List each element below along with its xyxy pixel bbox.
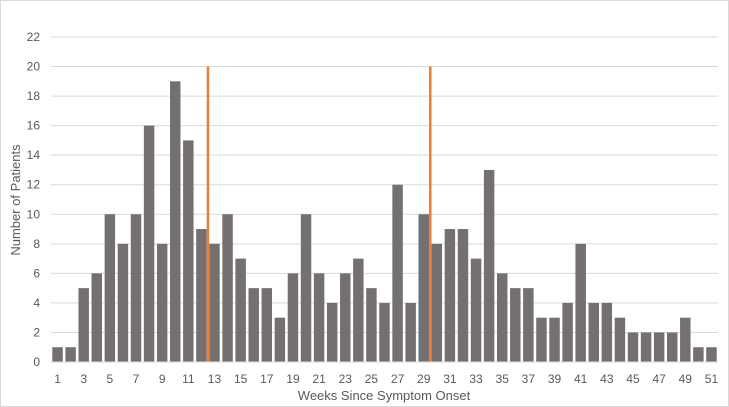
x-tick-label: 31	[443, 372, 457, 386]
bar-week-36	[510, 288, 521, 362]
y-axis-title: Number of Patients	[8, 144, 23, 256]
bar-week-3	[78, 288, 89, 362]
bar-week-50	[693, 347, 704, 362]
bar-week-22	[326, 302, 338, 362]
bar-week-51	[706, 347, 717, 362]
bar-week-40	[562, 302, 573, 362]
bar-week-27	[392, 184, 403, 362]
bar-week-5	[104, 214, 116, 362]
bar-week-29	[418, 214, 429, 362]
bar-week-47	[653, 332, 665, 362]
bar-week-46	[640, 332, 652, 362]
x-tick-label: 15	[234, 372, 248, 386]
vertical-markers	[206, 66, 432, 362]
bar-week-35	[496, 273, 508, 362]
x-tick-label: 9	[159, 372, 166, 386]
bar-week-20	[300, 214, 312, 362]
y-tick-label: 8	[33, 237, 40, 251]
y-tick-label: 4	[33, 296, 40, 310]
x-tick-label: 45	[626, 372, 640, 386]
bar-week-7	[130, 214, 142, 362]
x-tick-label: 39	[548, 372, 562, 386]
y-tick-label: 12	[27, 178, 41, 192]
bar-week-4	[91, 273, 103, 362]
x-tick-label: 35	[496, 372, 510, 386]
bar-week-23	[340, 273, 351, 362]
bar-week-31	[444, 229, 456, 362]
x-tick-label: 51	[705, 372, 719, 386]
bar-week-44	[614, 317, 626, 362]
x-tick-label: 13	[208, 372, 222, 386]
bar-week-32	[457, 229, 469, 362]
x-tick-label: 3	[80, 372, 87, 386]
bar-week-33	[470, 258, 482, 362]
bar-week-21	[313, 273, 325, 362]
x-tick-label: 29	[417, 372, 431, 386]
x-tick-label: 19	[286, 372, 300, 386]
x-tick-labels: 1 3 5 7 9 11 13 15 17 19 21 23 25 27 29 31 33 35 37 39 41 43 4…	[54, 372, 718, 386]
x-tick-label: 37	[522, 372, 536, 386]
bar-week-17	[261, 288, 273, 362]
x-tick-label: 21	[312, 372, 326, 386]
x-axis-title: Weeks Since Symptom Onset	[298, 388, 471, 403]
bar-week-42	[588, 302, 599, 362]
x-tick-label: 17	[260, 372, 274, 386]
bar-week-41	[575, 243, 586, 362]
bar-week-45	[627, 332, 639, 362]
bar-week-1	[52, 347, 63, 362]
bar-week-6	[117, 243, 129, 362]
bar-week-24	[353, 258, 364, 362]
y-tick-label: 10	[27, 207, 41, 221]
bar-week-30	[431, 243, 443, 362]
bar-week-11	[183, 140, 194, 362]
y-tick-label: 0	[33, 355, 40, 369]
bar-week-13	[209, 243, 220, 362]
x-tick-label: 23	[339, 372, 353, 386]
x-tick-label: 49	[679, 372, 693, 386]
x-tick-label: 27	[391, 372, 405, 386]
bar-week-25	[366, 288, 377, 362]
bar-week-26	[379, 302, 390, 362]
y-tick-label: 14	[27, 148, 41, 162]
y-tick-label: 18	[27, 89, 41, 103]
y-tick-label: 20	[27, 60, 41, 74]
bar-week-19	[287, 273, 299, 362]
bar-week-10	[170, 81, 181, 363]
bar-week-43	[601, 302, 613, 362]
bar-week-16	[248, 288, 259, 362]
bar-week-28	[405, 302, 416, 362]
bar-week-12	[196, 229, 207, 362]
x-tick-label: 5	[107, 372, 114, 386]
x-tick-label: 41	[574, 372, 588, 386]
bar-week-39	[549, 317, 560, 362]
bar-week-9	[156, 243, 168, 362]
bar-week-37	[523, 288, 534, 362]
x-tick-label: 7	[133, 372, 140, 386]
bar-series	[52, 81, 717, 363]
y-tick-labels: 0 2 4 6 8 10 12 14 16 18 20 22	[27, 30, 41, 369]
bar-week-8	[143, 125, 155, 363]
x-tick-label: 33	[469, 372, 483, 386]
x-tick-label: 43	[600, 372, 614, 386]
bar-week-18	[274, 317, 286, 362]
bar-week-34	[483, 169, 495, 362]
y-tick-label: 6	[33, 266, 40, 280]
x-tick-label: 1	[54, 372, 61, 386]
y-tick-label: 2	[33, 325, 40, 339]
bar-week-49	[680, 317, 691, 362]
x-tick-label: 25	[365, 372, 379, 386]
x-tick-label: 11	[182, 372, 195, 386]
x-tick-label: 47	[652, 372, 666, 386]
bar-week-14	[222, 214, 233, 362]
bar-week-48	[666, 332, 678, 362]
y-tick-label: 16	[27, 119, 41, 133]
bar-week-38	[536, 317, 547, 362]
bar-week-2	[65, 347, 76, 362]
y-tick-label: 22	[27, 30, 41, 44]
bar-week-15	[235, 258, 246, 362]
